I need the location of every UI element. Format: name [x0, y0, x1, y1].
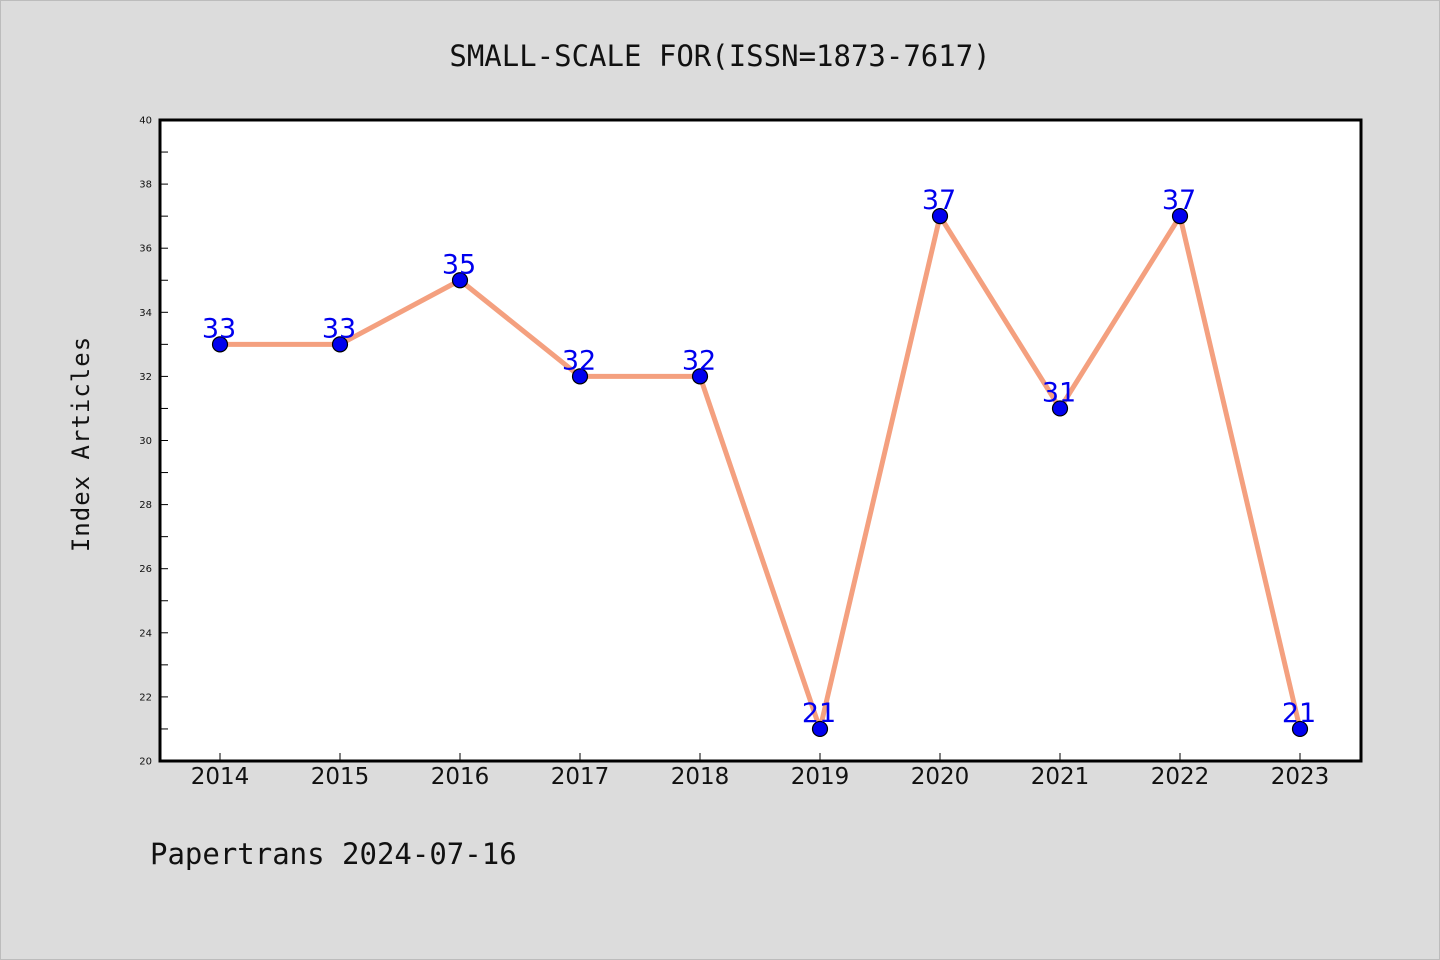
data-point [931, 208, 949, 225]
x-tick-label: 2018 [671, 764, 730, 790]
data-label: 37 [1162, 185, 1196, 216]
data-label: 32 [682, 345, 716, 376]
y-tick-label: 20 [139, 757, 152, 768]
data-label: 32 [562, 345, 596, 376]
footer-text: Papertrans 2024-07-16 [150, 837, 517, 871]
data-point [1291, 720, 1309, 738]
data-point [1171, 208, 1189, 225]
y-tick-label: 36 [139, 244, 152, 255]
y-tick-label: 40 [139, 116, 152, 127]
x-tick-label: 2020 [911, 764, 970, 790]
x-tick-label: 2015 [311, 764, 370, 790]
plot-border [158, 118, 1363, 763]
series-line-group: 33 33 35 32 32 21 37 31 37 21 [202, 185, 1316, 738]
data-point [211, 336, 229, 353]
data-point [811, 720, 829, 738]
y-tick-label: 26 [139, 564, 152, 575]
data-label: 37 [922, 185, 956, 216]
x-tick-label: 2016 [431, 764, 490, 790]
data-label: 33 [202, 313, 236, 344]
data-label: 21 [1282, 698, 1316, 729]
x-tick-label: 2017 [551, 764, 610, 790]
chart-title: SMALL-SCALE FOR(ISSN=1873-7617) [449, 39, 990, 73]
data-point [571, 368, 589, 385]
plot-area [160, 120, 1361, 761]
data-point [331, 336, 349, 353]
x-tick-label: 2022 [1151, 764, 1210, 790]
y-tick-label: 28 [139, 500, 152, 511]
x-axis: 2014 2015 2016 2017 2018 2019 2020 2021 2022 2023 [191, 753, 1330, 790]
y-tick-label: 24 [139, 628, 152, 639]
x-tick-label: 2021 [1031, 764, 1090, 790]
data-point [451, 272, 469, 289]
x-tick-label: 2023 [1271, 764, 1330, 790]
y-tick-label: 22 [139, 692, 152, 703]
y-tick-label: 30 [139, 436, 152, 447]
y-tick-label: 32 [139, 372, 152, 383]
series-line [220, 213, 1303, 732]
y-axis-label: Index Articles [67, 336, 95, 552]
y-tick-label: 38 [139, 180, 152, 191]
data-label: 33 [322, 313, 356, 344]
data-label: 21 [802, 698, 836, 729]
data-label: 35 [442, 249, 476, 280]
x-tick-label: 2019 [791, 764, 850, 790]
y-tick-label: 34 [139, 308, 152, 319]
data-label: 31 [1042, 377, 1076, 408]
x-tick-label: 2014 [191, 764, 250, 790]
data-point [691, 368, 709, 385]
data-point [1051, 400, 1069, 417]
